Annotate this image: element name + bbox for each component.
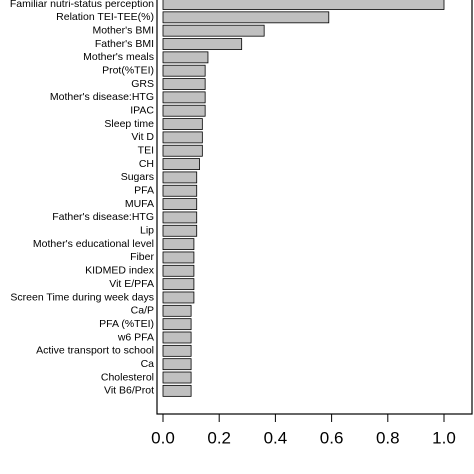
x-tick-label: 0.0 (151, 428, 175, 447)
y-tick-label: Ca (141, 358, 155, 370)
y-tick-label: Relation TEI-TEE(%) (56, 11, 154, 23)
bar (162, 24, 265, 37)
bar (162, 91, 206, 104)
bar (162, 158, 200, 170)
y-tick-label: Vit D (131, 131, 154, 143)
y-tick-label: Screen Time during week days (10, 291, 154, 303)
y-tick-label: w6 PFA (117, 331, 154, 343)
x-tick-label: 0.4 (264, 428, 288, 447)
bar (162, 264, 195, 277)
bar (162, 198, 198, 211)
bar (162, 344, 192, 357)
y-tick-label: TEI (138, 145, 154, 157)
x-tick-label: 0.8 (376, 428, 400, 447)
y-tick-label: PFA (%TEI) (99, 318, 154, 330)
bar (162, 358, 192, 371)
y-tick-label: MUFA (125, 198, 154, 210)
y-tick-label: Familiar nutri-status perception (10, 0, 154, 10)
bar (162, 171, 198, 184)
y-tick-label: Active transport to school (36, 345, 154, 357)
bar (162, 184, 198, 197)
bar (162, 51, 209, 64)
bar (162, 104, 206, 117)
y-tick-label: Vit B6/Prot (104, 385, 154, 397)
y-tick-label: Mother's disease:HTG (50, 91, 154, 103)
bar (162, 38, 243, 50)
y-tick-label: KIDMED index (85, 265, 155, 277)
bar (162, 238, 195, 251)
x-tick-label: 1.0 (432, 428, 456, 447)
y-tick-label: GRS (131, 78, 154, 90)
x-tick-label: 0.6 (320, 428, 344, 447)
bar (162, 131, 203, 144)
y-tick-label: Sugars (121, 171, 154, 183)
y-tick-label: Cholesterol (101, 371, 154, 383)
bar (162, 278, 195, 291)
y-tick-label: PFA (134, 185, 154, 197)
bar (162, 291, 195, 304)
bar (162, 211, 198, 224)
bar (162, 251, 195, 264)
y-tick-label: Sleep time (104, 118, 154, 130)
x-tick-label: 0.2 (207, 428, 231, 447)
bar (162, 144, 203, 157)
bar (162, 118, 203, 130)
y-tick-label: IPAC (130, 105, 154, 117)
bar (162, 331, 192, 344)
bar (162, 224, 198, 237)
bar (162, 304, 192, 317)
y-tick-label: Mother's educational level (33, 238, 154, 250)
y-tick-label: Prot(%TEI) (102, 64, 154, 76)
y-tick-label: CH (139, 158, 154, 170)
y-tick-label: Mother's BMI (92, 24, 154, 36)
bar (162, 384, 192, 397)
y-tick-label: Lip (140, 225, 154, 237)
bar (162, 64, 206, 77)
y-tick-label: Ca/P (131, 305, 154, 317)
bar (162, 318, 192, 331)
bar (162, 78, 206, 90)
bar (162, 371, 192, 384)
plot-frame (156, 0, 473, 415)
y-tick-label: Mother's meals (83, 51, 154, 63)
bar (162, 11, 330, 24)
y-tick-label: Father's disease:HTG (52, 211, 154, 223)
y-tick-label: Vit E/PFA (109, 278, 154, 290)
y-tick-label: Fiber (130, 251, 154, 263)
y-tick-label: Father's BMI (95, 38, 154, 50)
bar (162, 0, 445, 10)
